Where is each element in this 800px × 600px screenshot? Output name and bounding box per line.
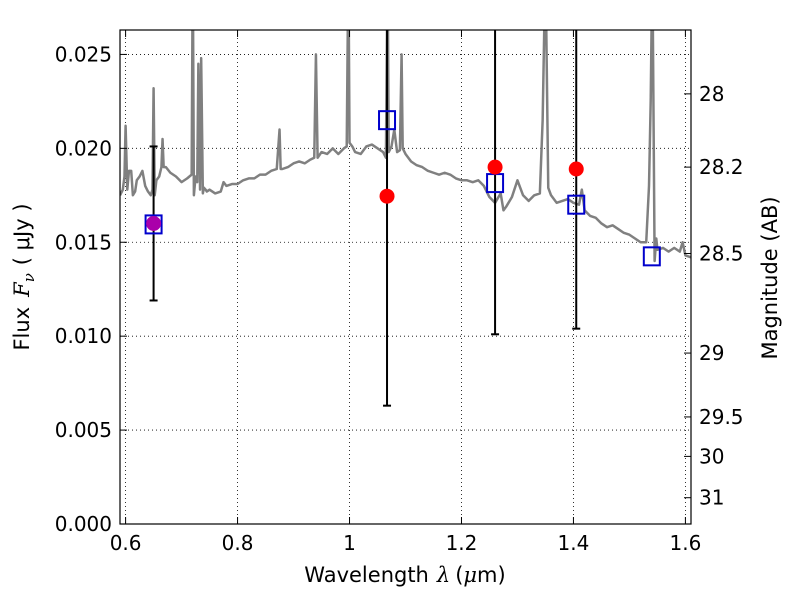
model-point [144,214,163,235]
observed-point [379,188,395,204]
axis-labels: Wavelength λ (μm) FluxFν( μJy ) Magnitude … [10,196,782,587]
y-tick-label: 0.000 [55,512,112,536]
plot-area [120,30,691,407]
x-axis-label: Wavelength λ (μm) [304,563,505,587]
plot-frame [119,29,692,525]
model-point [642,246,661,267]
y-tick-label: 0.015 [55,230,112,254]
x-tick-label: 0.8 [222,531,254,555]
observed-point [568,161,584,177]
y2-tick-label: 28.5 [699,242,744,266]
axis-ticks: 0.6 0.8 1 1.2 1.4 1.6 0.000 0.005 0.010 0.015 0.02… [55,30,744,555]
x-tick-label: 1.4 [558,531,590,555]
y2-tick-label: 28.2 [699,155,744,179]
y2-axis-label: Magnitude (AB) [758,196,782,359]
y2-tick-label: 30 [699,444,724,468]
y-tick-label: 0.020 [55,136,112,160]
y-tick-label: 0.010 [55,324,112,348]
y2-tick-label: 31 [699,486,724,510]
x-tick-label: 1.6 [669,531,701,555]
y-axis-label: FluxFν( μJy ) [10,203,38,350]
y2-tick-label: 29.5 [699,405,744,429]
y2-tick-label: 28 [699,82,724,106]
y-tick-label: 0.005 [55,418,112,442]
observed-point [146,215,162,231]
sed-model-line [120,30,691,263]
y2-tick-label: 29 [699,341,724,365]
observed-point [487,159,503,175]
model-point [567,194,586,215]
x-tick-label: 1 [343,531,356,555]
x-tick-label: 0.6 [110,531,142,555]
x-tick-label: 1.2 [446,531,478,555]
y-tick-label: 0.025 [55,42,112,66]
model-point [378,110,397,131]
